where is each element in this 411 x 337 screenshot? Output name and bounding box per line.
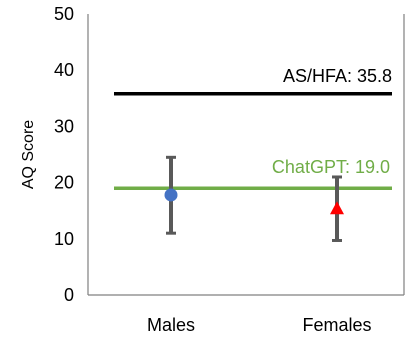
data-markers — [164, 188, 344, 215]
y-axis-title: AQ Score — [20, 120, 37, 189]
y-tick-labels: 0 10 20 30 40 50 — [54, 4, 74, 305]
x-category-label: Females — [302, 315, 371, 335]
x-category-label: Males — [147, 315, 195, 335]
y-tick-label: 40 — [54, 60, 74, 80]
y-tick-label: 30 — [54, 116, 74, 136]
x-category-labels: Males Females — [147, 315, 372, 335]
y-tick-label: 50 — [54, 4, 74, 24]
as-hfa-reference-label: AS/HFA: 35.8 — [283, 66, 392, 86]
reference-lines: AS/HFA: 35.8 ChatGPT: 19.0 — [114, 66, 392, 190]
y-tick-label: 10 — [54, 229, 74, 249]
chatgpt-reference-label: ChatGPT: 19.0 — [272, 157, 390, 177]
females-mean-point — [330, 201, 344, 215]
y-tick-label: 0 — [64, 285, 74, 305]
axes — [87, 14, 405, 296]
males-mean-point — [164, 188, 178, 202]
y-tick-label: 20 — [54, 173, 74, 193]
